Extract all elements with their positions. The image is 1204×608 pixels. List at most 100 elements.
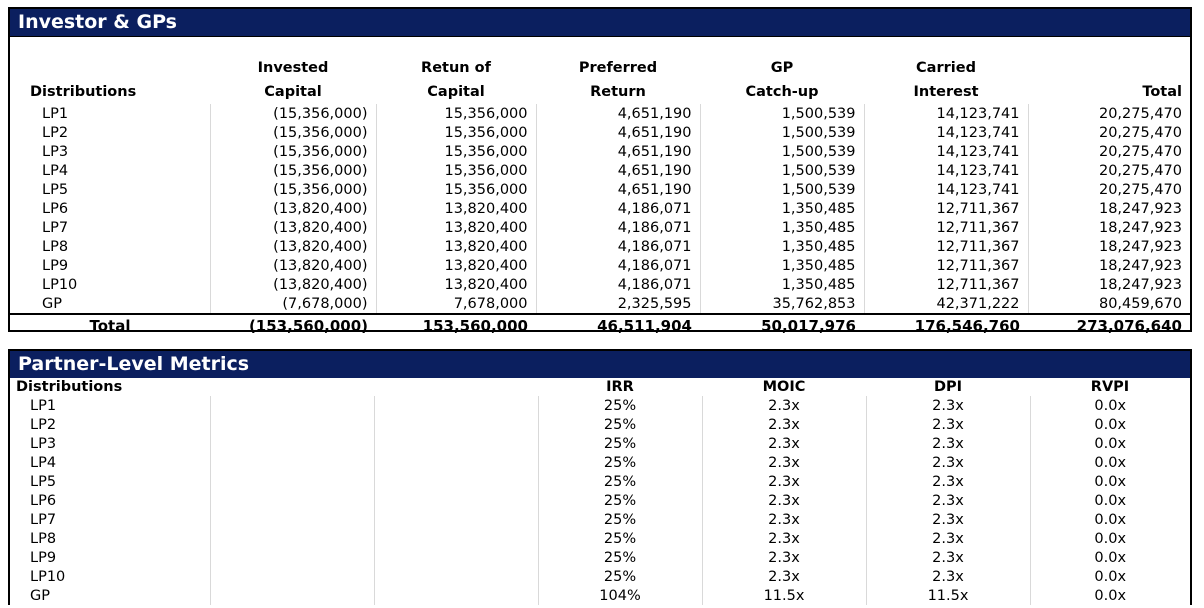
panel-title: Investor & GPs bbox=[10, 9, 1190, 37]
value-cell: (13,820,400) bbox=[210, 275, 377, 294]
value-cell: (13,820,400) bbox=[210, 237, 377, 256]
table-row: LP4 25% 2.3x 2.3x 0.0x bbox=[10, 453, 1190, 472]
header-cell bbox=[374, 377, 538, 396]
total-cell: 46,511,904 bbox=[536, 313, 700, 337]
metric-cell: 25% bbox=[538, 567, 703, 586]
value-cell: 1,500,539 bbox=[700, 123, 865, 142]
table-row: LP5 25% 2.3x 2.3x 0.0x bbox=[10, 472, 1190, 491]
metric-cell: 25% bbox=[538, 434, 703, 453]
value-cell: 20,275,470 bbox=[1098, 162, 1182, 179]
investor-gps-panel: Investor & GPs Invested Retun of Preferr… bbox=[8, 7, 1192, 337]
empty-cell bbox=[374, 510, 539, 529]
value-cell: 1,350,485 bbox=[700, 256, 865, 275]
header-cell: MOIC bbox=[762, 378, 806, 395]
metric-cell: 104% bbox=[538, 586, 703, 605]
header-cell: RVPI bbox=[1090, 378, 1130, 395]
value-cell: 4,186,071 bbox=[536, 256, 701, 275]
empty-cell bbox=[374, 396, 539, 415]
metric-cell: 2.3x bbox=[866, 434, 1031, 453]
value-cell: 1,500,539 bbox=[700, 161, 865, 180]
empty-cell bbox=[210, 510, 375, 529]
header-cell: IRR bbox=[606, 378, 634, 395]
metric-cell: 0.0x bbox=[1094, 587, 1127, 604]
empty-cell bbox=[374, 453, 539, 472]
metric-cell: 2.3x bbox=[866, 472, 1031, 491]
value-cell: 14,123,741 bbox=[864, 180, 1029, 199]
value-cell: 4,651,190 bbox=[536, 161, 701, 180]
value-cell: 42,371,222 bbox=[864, 294, 1029, 314]
total-cell: 176,546,760 bbox=[864, 313, 1028, 337]
header-cell: Catch-up bbox=[745, 84, 819, 100]
value-cell: 12,711,367 bbox=[864, 218, 1029, 237]
value-cell: 15,356,000 bbox=[376, 142, 537, 161]
empty-cell bbox=[210, 567, 375, 586]
value-cell: 18,247,923 bbox=[1098, 219, 1182, 236]
metric-cell: 25% bbox=[538, 491, 703, 510]
empty-cell bbox=[210, 415, 375, 434]
header-cell: Carried bbox=[916, 60, 976, 76]
value-cell: 15,356,000 bbox=[376, 104, 537, 123]
value-cell: (15,356,000) bbox=[210, 104, 377, 123]
value-cell: (15,356,000) bbox=[210, 123, 377, 142]
value-cell: 1,350,485 bbox=[700, 237, 865, 256]
metric-cell: 2.3x bbox=[702, 529, 867, 548]
partner-label: LP9 bbox=[10, 256, 211, 275]
partner-label: LP4 bbox=[10, 161, 211, 180]
table-row: LP4 (15,356,000) 15,356,000 4,651,190 1,500,… bbox=[10, 161, 1190, 180]
metric-cell: 2.3x bbox=[866, 529, 1031, 548]
empty-cell bbox=[374, 567, 539, 586]
header-cell: Capital bbox=[427, 84, 485, 100]
table-row: LP9 (13,820,400) 13,820,400 4,186,071 1,350,… bbox=[10, 256, 1190, 275]
value-cell: 4,651,190 bbox=[536, 104, 701, 123]
value-cell: 7,678,000 bbox=[376, 294, 537, 314]
header-cell: DPI bbox=[933, 378, 963, 395]
value-cell: 14,123,741 bbox=[864, 142, 1029, 161]
table-row: LP5 (15,356,000) 15,356,000 4,651,190 1,500,… bbox=[10, 180, 1190, 199]
value-cell: 80,459,670 bbox=[1098, 295, 1182, 312]
header-cell bbox=[210, 377, 374, 396]
metric-cell: 0.0x bbox=[1094, 397, 1127, 414]
value-cell: 14,123,741 bbox=[864, 104, 1029, 123]
value-cell: 1,500,539 bbox=[700, 180, 865, 199]
table-row: LP8 (13,820,400) 13,820,400 4,186,071 1,350,… bbox=[10, 237, 1190, 256]
table-row: LP10 25% 2.3x 2.3x 0.0x bbox=[10, 567, 1190, 586]
value-cell: 4,186,071 bbox=[536, 199, 701, 218]
partner-label: LP1 bbox=[10, 396, 211, 415]
metric-cell: 0.0x bbox=[1094, 568, 1127, 585]
total-cell: (153,560,000) bbox=[210, 313, 376, 337]
value-cell: 20,275,470 bbox=[1098, 181, 1182, 198]
value-cell: 2,325,595 bbox=[536, 294, 701, 314]
metrics-header-row: Distributions IRR MOIC DPI RVPI bbox=[10, 377, 1190, 396]
header-cell: GP bbox=[770, 60, 794, 76]
metric-cell: 0.0x bbox=[1094, 435, 1127, 452]
metric-cell: 25% bbox=[538, 510, 703, 529]
header-row-2: Distributions Capital Capital Return Cat… bbox=[10, 80, 1190, 104]
value-cell: 20,275,470 bbox=[1098, 105, 1182, 122]
value-cell: 1,350,485 bbox=[700, 218, 865, 237]
table-row: LP1 25% 2.3x 2.3x 0.0x bbox=[10, 396, 1190, 415]
panel-title: Partner-Level Metrics bbox=[10, 351, 1190, 378]
value-cell: (13,820,400) bbox=[210, 199, 377, 218]
empty-cell bbox=[374, 491, 539, 510]
table-row: GP (7,678,000) 7,678,000 2,325,595 35,762,85… bbox=[10, 294, 1190, 314]
partner-label: LP4 bbox=[10, 453, 211, 472]
metric-cell: 2.3x bbox=[866, 491, 1031, 510]
metric-cell: 2.3x bbox=[866, 415, 1031, 434]
value-cell: 18,247,923 bbox=[1098, 200, 1182, 217]
empty-cell bbox=[374, 548, 539, 567]
value-cell: 13,820,400 bbox=[376, 256, 537, 275]
value-cell: (13,820,400) bbox=[210, 256, 377, 275]
total-cell: 50,017,976 bbox=[700, 313, 864, 337]
partner-label: LP6 bbox=[10, 491, 211, 510]
value-cell: (15,356,000) bbox=[210, 161, 377, 180]
table-row: LP3 25% 2.3x 2.3x 0.0x bbox=[10, 434, 1190, 453]
empty-cell bbox=[374, 434, 539, 453]
value-cell: 18,247,923 bbox=[1098, 276, 1182, 293]
value-cell: 13,820,400 bbox=[376, 237, 537, 256]
table-row: LP1 (15,356,000) 15,356,000 4,651,190 1,500,… bbox=[10, 104, 1190, 123]
empty-cell bbox=[374, 472, 539, 491]
value-cell: 1,350,485 bbox=[700, 275, 865, 294]
metric-cell: 2.3x bbox=[702, 453, 867, 472]
value-cell: 4,651,190 bbox=[536, 123, 701, 142]
total-cell: 273,076,640 bbox=[1028, 313, 1190, 337]
